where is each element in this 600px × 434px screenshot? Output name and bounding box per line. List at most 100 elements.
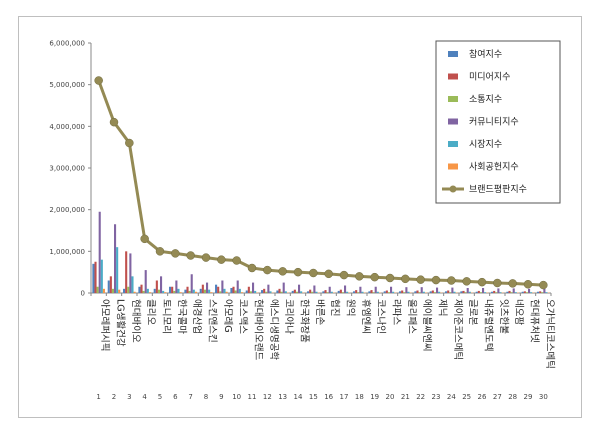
category-label: 잇츠한불	[498, 299, 510, 334]
category-label: 클리오	[145, 299, 156, 325]
bar-미디어지수	[416, 290, 419, 293]
category-label: 코스맥스	[237, 299, 248, 334]
line-point	[232, 256, 241, 265]
bar-소통지수	[173, 290, 176, 293]
bar-시장지수	[407, 291, 410, 293]
category-label: 에스디생명공학	[268, 299, 279, 360]
legend-swatch	[448, 141, 458, 147]
rank-label: 21	[401, 393, 410, 401]
bar-미디어지수	[171, 286, 174, 293]
legend-label: 시장지수	[469, 139, 502, 150]
legend-swatch	[448, 96, 458, 102]
bar-미디어지수	[401, 290, 404, 293]
line-point	[416, 275, 425, 284]
y-tick-label: 5,000,000	[49, 81, 85, 89]
bar-시장지수	[269, 291, 272, 293]
bar-커뮤니티지수	[129, 253, 132, 293]
category-label: 올리패스	[406, 299, 417, 334]
bar-커뮤니티지수	[451, 287, 454, 293]
legend-label: 소통지수	[469, 94, 502, 105]
bar-소통지수	[449, 292, 452, 293]
legend-swatch	[448, 118, 458, 125]
bar-소통지수	[280, 291, 283, 293]
rank-label: 2	[112, 393, 116, 401]
bar-시장지수	[208, 289, 211, 293]
category-label: 한국콜마	[176, 299, 187, 334]
line-point	[539, 280, 548, 290]
line-point	[109, 117, 119, 127]
bar-소통지수	[157, 289, 160, 293]
bar-시장지수	[223, 288, 226, 293]
bar-소통지수	[479, 292, 482, 293]
bar-참여지수	[123, 288, 126, 293]
legend-label: 사회공헌지수	[469, 162, 519, 173]
category-label: 협진	[329, 299, 341, 316]
category-label: 아모레G	[222, 299, 233, 333]
bar-시장지수	[392, 291, 395, 293]
y-tick-label: 2,000,000	[49, 206, 85, 214]
bar-미디어지수	[539, 291, 542, 293]
chart: 0 1,000,000 2,000,000 3,000,000 4,000,000 5,0…	[49, 40, 561, 401]
line-point	[247, 263, 257, 273]
y-tick-label: 1,000,000	[49, 248, 85, 256]
bar-참여지수	[245, 290, 248, 293]
bar-시장지수	[284, 291, 287, 293]
bar-커뮤니티지수	[160, 276, 163, 293]
bar-소통지수	[464, 292, 467, 293]
category-label: 현대바이오랜드	[253, 299, 264, 360]
bar-미디어지수	[493, 290, 496, 293]
category-label: 네오팜	[513, 299, 524, 325]
bar-참여지수	[291, 290, 294, 293]
chart-frame: 0 1,000,000 2,000,000 3,000,000 4,000,000 5,0…	[18, 16, 582, 418]
bar-참여지수	[92, 263, 95, 293]
line-point	[278, 267, 287, 276]
rank-label: 30	[539, 393, 548, 401]
bar-미디어지수	[94, 261, 97, 293]
bar-시장지수	[468, 291, 471, 293]
bar-미디어지수	[324, 290, 327, 293]
bar-시장지수	[254, 290, 257, 293]
bar-커뮤니티지수	[190, 274, 193, 293]
rank-label: 5	[158, 393, 162, 401]
rank-label: 18	[355, 393, 364, 401]
bar-커뮤니티지수	[405, 287, 408, 293]
category-label: 애경산업	[191, 299, 203, 334]
bar-커뮤니티지수	[328, 286, 331, 293]
line-point	[171, 249, 180, 258]
bar-참여지수	[506, 291, 509, 293]
bar-소통지수	[203, 289, 206, 293]
line-point	[155, 247, 165, 256]
line-point	[201, 253, 211, 262]
rank-label: 27	[493, 393, 502, 401]
bar-시장지수	[192, 289, 195, 293]
category-label: 글로본	[467, 299, 478, 325]
bar-참여지수	[491, 291, 494, 293]
bar-참여지수	[184, 289, 187, 293]
bar-사회공헌지수	[102, 288, 105, 293]
bar-미디어지수	[355, 290, 358, 293]
line-point	[94, 76, 103, 85]
bar-참여지수	[414, 291, 417, 293]
line-point	[125, 138, 134, 148]
bar-커뮤니티지수	[512, 288, 515, 293]
line-point	[355, 272, 364, 281]
category-label: 내츄럴엔도텍	[483, 299, 494, 351]
category-label: 토니모리	[161, 299, 172, 334]
bar-사회공헌지수	[194, 291, 197, 293]
bar-소통지수	[403, 292, 406, 293]
bar-참여지수	[475, 291, 478, 293]
bar-시장지수	[361, 291, 364, 293]
bar-시장지수	[499, 292, 502, 293]
bar-커뮤니티지수	[114, 224, 117, 293]
category-label: 에이블씨엔씨	[421, 299, 432, 351]
bar-소통지수	[433, 292, 436, 293]
bar-참여지수	[307, 291, 310, 293]
category-label: 오가닉티코스메틱	[544, 299, 556, 369]
bar-시장지수	[238, 288, 241, 293]
bar-참여지수	[276, 290, 279, 293]
bar-커뮤니티지수	[221, 280, 224, 293]
bar-참여지수	[537, 291, 540, 293]
bar-소통지수	[495, 292, 498, 293]
category-label: 바른손	[314, 299, 325, 325]
